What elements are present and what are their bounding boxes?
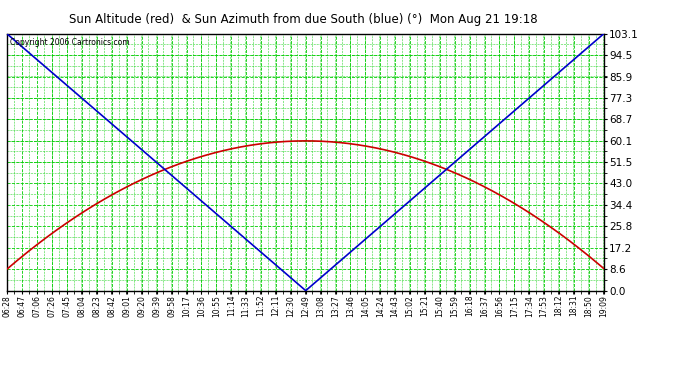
Text: Sun Altitude (red)  & Sun Azimuth from due South (blue) (°)  Mon Aug 21 19:18: Sun Altitude (red) & Sun Azimuth from du… [69,13,538,26]
Text: Copyright 2006 Cartronics.com: Copyright 2006 Cartronics.com [10,38,130,46]
